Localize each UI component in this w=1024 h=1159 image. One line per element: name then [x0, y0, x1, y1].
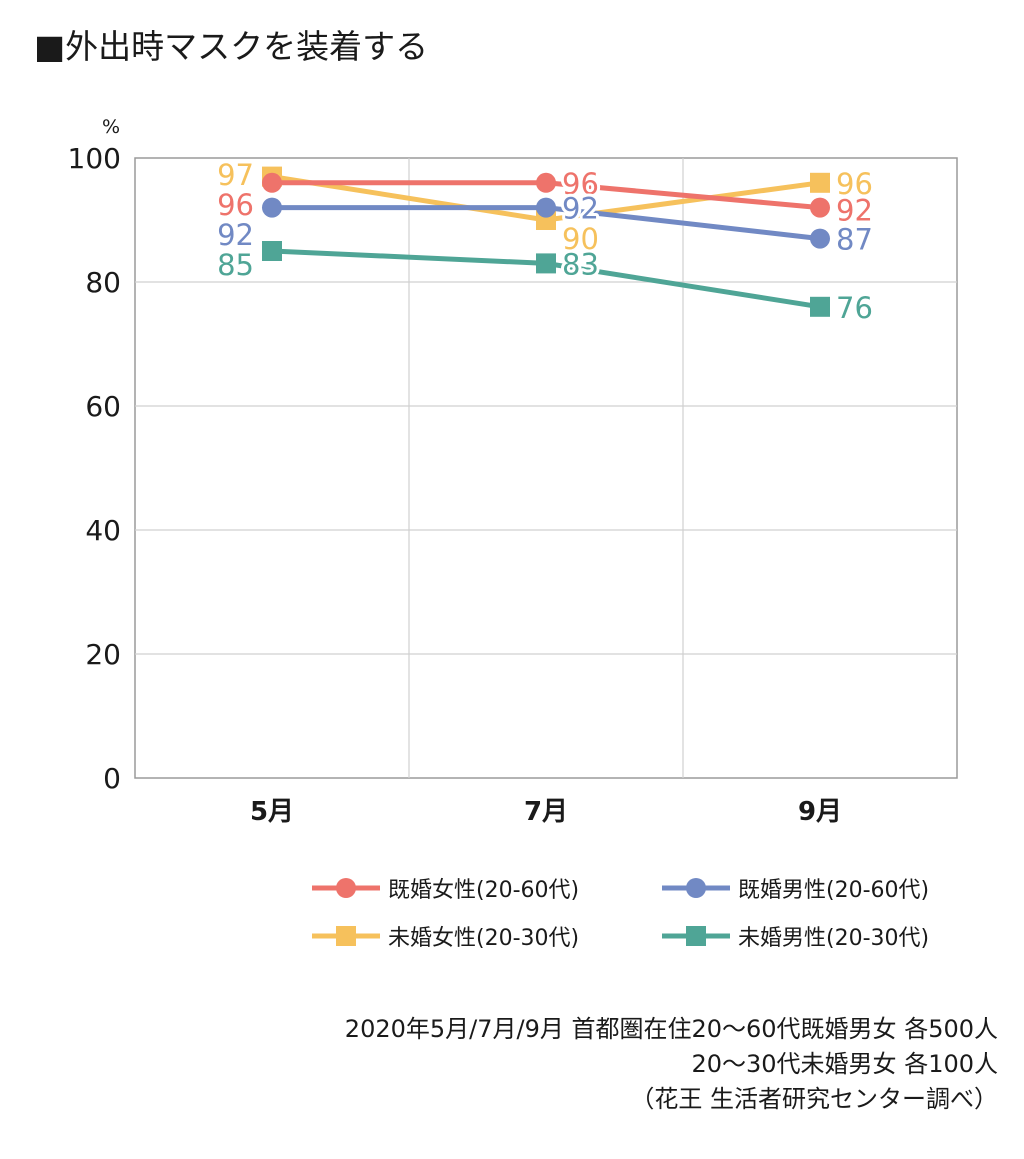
data-label-halo: 76 — [836, 291, 873, 325]
data-label-halo: 96 — [562, 167, 599, 201]
data-point — [810, 172, 830, 193]
y-tick-label: 20 — [85, 638, 121, 671]
y-tick-label: 100 — [68, 142, 121, 175]
data-point — [810, 296, 830, 317]
data-label: 96 — [562, 167, 599, 201]
data-label: 97 — [217, 158, 254, 192]
data-label: 96 — [836, 167, 873, 201]
y-tick-label: 80 — [85, 266, 121, 299]
data-label-halo: 90 — [562, 222, 599, 256]
legend-marker-circle-icon — [662, 878, 730, 898]
source-line: 20～30代未婚男女 各100人 — [691, 1050, 998, 1078]
data-label: 92 — [836, 194, 873, 228]
legend-label: 未婚男性(20-30代) — [738, 926, 930, 951]
data-point — [262, 172, 282, 193]
plot-area — [134, 157, 958, 779]
legend-item-unmarried-women: 未婚女性(20-30代) — [310, 918, 579, 954]
legend-label: 既婚女性(20-60代) — [388, 878, 580, 903]
legend-item-married-women: 既婚女性(20-60代) — [310, 870, 579, 906]
data-label-halo: 92 — [836, 194, 873, 228]
data-label: 92 — [562, 192, 599, 226]
data-label: 92 — [217, 218, 254, 252]
legend-item-married-men: 既婚男性(20-60代) — [660, 870, 929, 906]
data-label: 96 — [217, 188, 254, 222]
data-point — [536, 172, 556, 193]
legend-marker-circle-icon — [312, 878, 380, 898]
x-tick-label: 5月 — [250, 797, 294, 827]
data-label-halo: 96 — [217, 188, 254, 222]
data-point — [810, 197, 830, 218]
legend-marker-square-icon — [662, 926, 730, 946]
y-axis-unit: % — [102, 116, 120, 138]
data-label: 83 — [562, 247, 599, 281]
data-label-halo: 87 — [836, 223, 873, 257]
source-line: （花王 生活者研究センター調べ） — [630, 1085, 998, 1113]
data-label-halo: 92 — [562, 192, 599, 226]
data-label: 76 — [836, 291, 873, 325]
legend-item-unmarried-men: 未婚男性(20-30代) — [660, 918, 929, 954]
data-point — [536, 253, 556, 274]
y-tick-label: 40 — [85, 514, 121, 547]
data-label-halo: 97 — [217, 158, 254, 192]
data-point — [536, 197, 556, 218]
data-label-halo: 83 — [562, 247, 599, 281]
x-tick-label: 9月 — [798, 797, 842, 827]
source-note: 2020年5月/7月/9月 首都圏在住20～60代既婚男女 各500人 20～3… — [345, 1012, 998, 1117]
data-label: 87 — [836, 223, 873, 257]
x-tick-label: 7月 — [524, 797, 568, 827]
legend-label: 未婚女性(20-30代) — [388, 926, 580, 951]
data-label-halo: 85 — [217, 248, 254, 282]
data-label: 85 — [217, 248, 254, 282]
data-point — [262, 241, 282, 261]
source-line: 2020年5月/7月/9月 首都圏在住20～60代既婚男女 各500人 — [344, 1015, 998, 1043]
legend-marker-square-icon — [312, 926, 380, 946]
data-point — [810, 228, 830, 249]
y-tick-label: 0 — [103, 762, 121, 795]
y-tick-label: 60 — [85, 390, 121, 423]
data-point — [262, 197, 282, 218]
data-label: 90 — [562, 222, 599, 256]
data-label-halo: 92 — [217, 218, 254, 252]
legend-label: 既婚男性(20-60代) — [738, 878, 930, 903]
data-label-halo: 96 — [836, 167, 873, 201]
chart-title: ■外出時マスクを装着する — [34, 27, 429, 66]
